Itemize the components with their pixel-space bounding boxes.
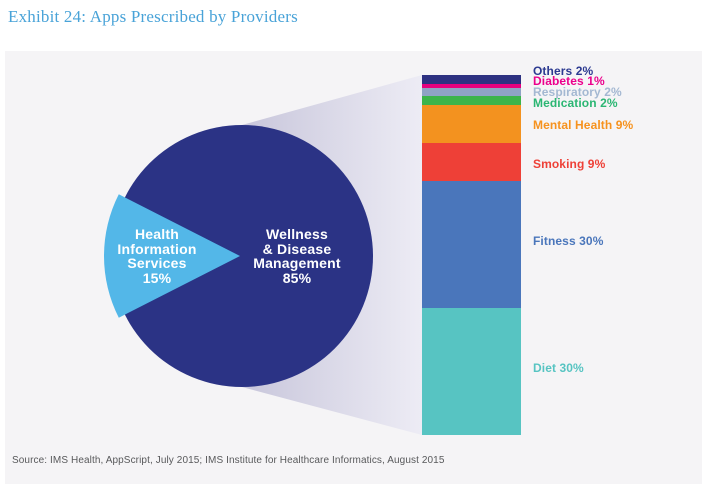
breakdown-bar bbox=[422, 75, 521, 436]
pie-label-wellness-line: 85% bbox=[282, 269, 312, 286]
page-title: Exhibit 24: Apps Prescribed by Providers bbox=[8, 7, 298, 26]
pie-label-health-info: Health Information Services 15% bbox=[87, 227, 227, 285]
bar-segment-diabetes bbox=[422, 83, 521, 88]
pie-label-wellness-line: & Disease bbox=[262, 240, 332, 257]
pie-label-wellness: Wellness & Disease Management 85% bbox=[217, 227, 377, 285]
bar-segment-fitness bbox=[422, 180, 521, 308]
pie-slice-health-info bbox=[103, 194, 240, 318]
bar-segment-others bbox=[422, 75, 521, 84]
pie-label-health-info-line: 15% bbox=[142, 269, 172, 286]
source-note: Source: IMS Health, AppScript, July 2015… bbox=[12, 455, 445, 466]
pie-label-health-info-line: Health bbox=[135, 226, 179, 242]
pie-label-health-info-line: Services bbox=[127, 255, 187, 271]
pie-label-wellness-line: Wellness bbox=[265, 226, 329, 242]
bar-segment-medication bbox=[422, 96, 521, 105]
pie-slice-wellness bbox=[111, 125, 373, 387]
bar-segment-mental-health bbox=[422, 104, 521, 143]
bar-segment-respiratory bbox=[422, 87, 521, 97]
pie-label-wellness-line: Management bbox=[253, 255, 341, 271]
bar-segment-diet bbox=[422, 307, 521, 436]
pie-label-health-info-line: Information bbox=[117, 240, 197, 257]
bar-segment-smoking bbox=[422, 142, 521, 181]
